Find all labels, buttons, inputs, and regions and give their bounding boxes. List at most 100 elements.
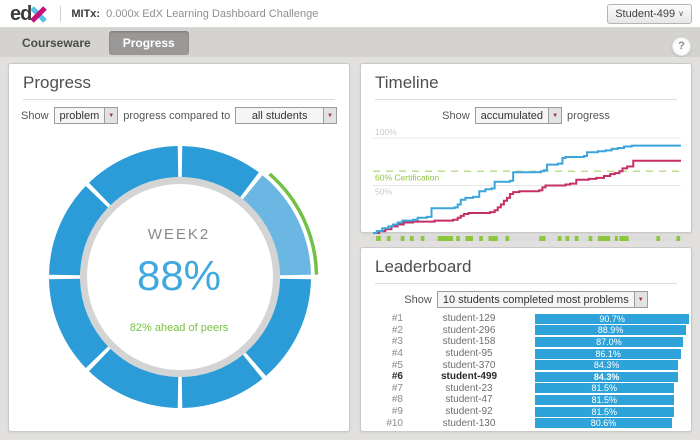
show-label: Show (442, 109, 470, 122)
activity-marker (488, 236, 498, 241)
activity-marker (656, 236, 661, 241)
leaderboard-rank: #2 (391, 324, 403, 336)
leaderboard-bar-track: 81.5% (535, 406, 700, 417)
leaderboard-row[interactable]: #8 student-47 81.5% (367, 394, 685, 406)
leaderboard-panel-title: Leaderboard (375, 257, 677, 284)
leaderboard-list: #1 student-129 90.7% #2 student-296 88.9% #3 st… (367, 313, 690, 429)
donut-segment[interactable] (49, 185, 109, 276)
leaderboard-bar-value: 84.3% (593, 360, 620, 371)
leaderboard-bar-track: 80.6% (535, 418, 700, 429)
leaderboard-bar-track: 90.7% (535, 313, 700, 324)
activity-marker (619, 236, 629, 241)
donut-peer-marker-arc (268, 172, 319, 275)
activity-marker (574, 236, 579, 241)
activity-marker (597, 236, 611, 241)
gridline-label: 50% (375, 187, 392, 197)
timeline-mode-select[interactable]: accumulated ▼ (474, 107, 563, 124)
dropdown-arrow-icon: ▼ (633, 292, 647, 307)
donut-segment[interactable] (49, 278, 109, 369)
activity-marker (400, 236, 405, 241)
leaderboard-row[interactable]: #4 student-95 86.1% (367, 348, 685, 360)
donut-segment[interactable] (245, 278, 311, 376)
leaderboard-row[interactable]: #10 student-130 80.6% (367, 417, 685, 429)
leaderboard-row[interactable]: #3 student-158 87.0% (367, 336, 685, 348)
leaderboard-bar-track: 88.9% (535, 325, 700, 336)
metric-select[interactable]: problem ▼ (53, 107, 119, 124)
leaderboard-rank: #10 (386, 417, 403, 429)
leaderboard-bar: 84.3% (535, 371, 679, 382)
leaderboard-student-name: student-92 (445, 406, 493, 418)
donut-segment[interactable] (88, 146, 179, 206)
leaderboard-row[interactable]: #7 student-23 81.5% (367, 383, 685, 395)
activity-marker (420, 236, 425, 241)
leaderboard-panel: Leaderboard Show 10 students completed m… (360, 247, 692, 432)
timeline-panel: Timeline Show accumulated ▼ progress 100… (360, 63, 692, 241)
activity-marker (437, 236, 454, 241)
activity-track (371, 236, 683, 241)
course-title: MITx: 0.000x EdX Learning Dashboard Chal… (71, 8, 318, 20)
leaderboard-student-name: student-296 (442, 324, 496, 336)
show-label: Show (404, 293, 432, 306)
progress-panel: Progress Show problem ▼ progress compare… (8, 63, 350, 432)
header-divider (60, 5, 62, 22)
leaderboard-bar-value: 80.6% (590, 418, 617, 429)
leaderboard-student-name: student-47 (445, 394, 493, 406)
tab-bar: Courseware Progress (0, 28, 700, 57)
tab-courseware[interactable]: Courseware (22, 35, 91, 50)
leaderboard-bar: 81.5% (535, 383, 674, 394)
leaderboard-student-name: student-130 (442, 417, 496, 429)
leaderboard-row[interactable]: #6 student-499 84.3% (367, 371, 685, 383)
activity-marker (676, 236, 681, 241)
gridline-label: 100% (375, 128, 397, 137)
leaderboard-bar-value: 87.0% (596, 336, 622, 347)
dropdown-arrow-icon: ▼ (548, 108, 562, 123)
activity-marker (465, 236, 474, 241)
leaderboard-row[interactable]: #9 student-92 81.5% (367, 406, 685, 418)
leaderboard-bar-value: 90.7% (599, 313, 625, 324)
leaderboard-rank: #7 (391, 382, 403, 394)
leaderboard-row[interactable]: #5 student-370 84.3% (367, 359, 685, 371)
leaderboard-row[interactable]: #1 student-129 90.7% (367, 313, 690, 325)
timeline-series-accumulated-progress-pink (373, 159, 681, 234)
donut-segment[interactable] (88, 348, 179, 408)
leaderboard-bar: 87.0% (535, 336, 683, 347)
leaderboard-bar: 90.7% (535, 313, 690, 324)
leaderboard-rank: #6 (391, 371, 403, 383)
leaderboard-bar: 81.5% (535, 406, 674, 417)
leaderboard-bar-track: 87.0% (535, 336, 700, 347)
help-button[interactable]: ? (672, 37, 691, 56)
user-menu-label: Student-499 (615, 7, 676, 20)
user-menu-button[interactable]: Student-499 ∨ (607, 3, 692, 24)
leaderboard-bar-value: 81.5% (591, 406, 618, 417)
activity-marker (376, 236, 381, 241)
progress-donut-chart: WEEK2 88% 82% ahead of peers (9, 126, 349, 428)
header: ed MITx: 0.000x EdX Learning Dashboard C… (0, 0, 700, 28)
activity-marker (505, 236, 510, 241)
activity-marker (409, 236, 414, 241)
activity-marker (479, 236, 483, 241)
leaderboard-bar-value: 88.9% (597, 325, 624, 336)
donut-segment[interactable] (181, 146, 259, 198)
donut-segment[interactable] (181, 354, 263, 408)
leaderboard-student-name: student-23 (445, 382, 493, 394)
timeline-chart: 100% 50% 60% Certification (371, 128, 683, 241)
metric-select-value: problem (59, 109, 100, 122)
tab-progress[interactable]: Progress (108, 30, 189, 55)
edx-logo[interactable]: ed (10, 4, 48, 24)
leaderboard-row[interactable]: #2 student-296 88.9% (367, 324, 687, 337)
leaderboard-rank: #8 (391, 394, 403, 406)
donut-rings (49, 146, 319, 408)
leaderboard-bar-track: 84.3% (535, 360, 700, 371)
leaderboard-bar-track: 84.3% (535, 371, 700, 382)
leaderboard-bar: 84.3% (535, 360, 679, 371)
compare-select[interactable]: all students ▼ (235, 107, 337, 124)
donut-segment-highlight[interactable] (242, 175, 311, 276)
timeline-mode-value: accumulated (480, 109, 544, 122)
leaderboard-bar-value: 81.5% (591, 383, 618, 394)
compare-label: progress compared to (123, 109, 231, 122)
activity-marker (386, 236, 391, 241)
activity-marker (588, 236, 593, 241)
leaderboard-student-name: student-129 (442, 313, 496, 325)
leaderboard-bar: 88.9% (535, 325, 687, 336)
leaderboard-filter-select[interactable]: 10 students completed most problems ▼ (436, 291, 648, 308)
